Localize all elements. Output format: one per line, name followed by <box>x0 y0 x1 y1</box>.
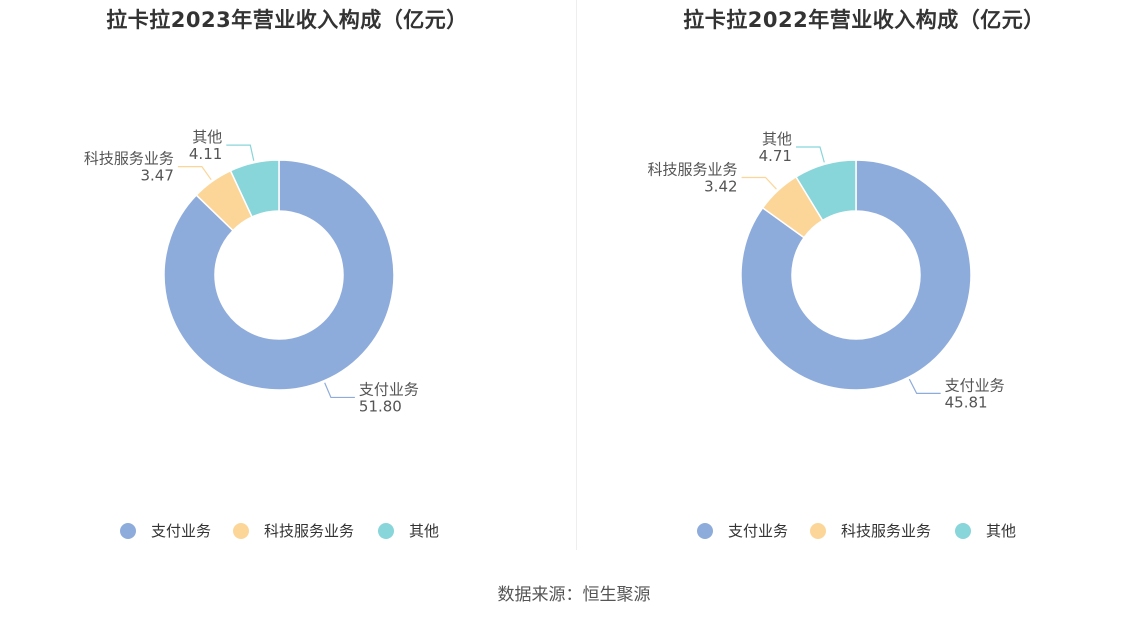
label-leader-line <box>741 176 777 190</box>
legend-marker[interactable] <box>120 523 136 539</box>
slice-value-label: 3.47 <box>140 167 173 185</box>
legend-label[interactable]: 其他 <box>409 522 439 540</box>
chart-panel-2023: 拉卡拉2023年营业收入构成（亿元） 支付业务 51.80 科技服务业务 3.47 其他… <box>0 0 574 555</box>
legend-marker[interactable] <box>955 523 971 539</box>
label-leader-line <box>226 144 255 161</box>
legend-label[interactable]: 科技服务业务 <box>841 522 931 540</box>
label-leader-line <box>324 382 355 399</box>
chart-title: 拉卡拉2023年营业收入构成（亿元） <box>106 8 468 32</box>
legend-marker[interactable] <box>810 523 826 539</box>
slice-value-label: 4.71 <box>759 147 792 165</box>
label-leader-line <box>795 146 825 163</box>
chart-title: 拉卡拉2022年营业收入构成（亿元） <box>683 8 1045 32</box>
slice-value-label: 3.42 <box>704 177 737 195</box>
slice-category-label: 支付业务 <box>359 380 419 398</box>
chart-panel-2022: 拉卡拉2022年营业收入构成（亿元） 支付业务 45.81 科技服务业务 3.42 其他… <box>577 0 1148 555</box>
label-leader-line <box>908 378 941 394</box>
slice-category-label: 科技服务业务 <box>84 150 174 168</box>
legend-marker[interactable] <box>378 523 394 539</box>
slice-其他[interactable] <box>229 159 280 218</box>
slice-category-label: 其他 <box>762 130 792 148</box>
legend-marker[interactable] <box>233 523 249 539</box>
slice-category-label: 科技服务业务 <box>648 160 738 178</box>
panel-divider <box>576 0 577 550</box>
slice-支付业务[interactable] <box>163 159 395 391</box>
slice-value-label: 4.11 <box>189 145 222 163</box>
legend-label[interactable]: 支付业务 <box>151 522 211 540</box>
legend-marker[interactable] <box>697 523 713 539</box>
legend-label[interactable]: 其他 <box>986 522 1016 540</box>
slice-category-label: 支付业务 <box>945 376 1005 394</box>
data-source-note: 数据来源：恒生聚源 <box>497 585 651 605</box>
slice-value-label: 45.81 <box>945 393 988 411</box>
slice-category-label: 其他 <box>192 128 222 146</box>
slice-支付业务[interactable] <box>740 159 972 391</box>
label-leader-line <box>177 166 212 181</box>
slice-value-label: 51.80 <box>359 397 402 415</box>
legend-label[interactable]: 科技服务业务 <box>264 522 354 540</box>
legend-label[interactable]: 支付业务 <box>728 522 788 540</box>
slice-其他[interactable] <box>794 159 857 222</box>
